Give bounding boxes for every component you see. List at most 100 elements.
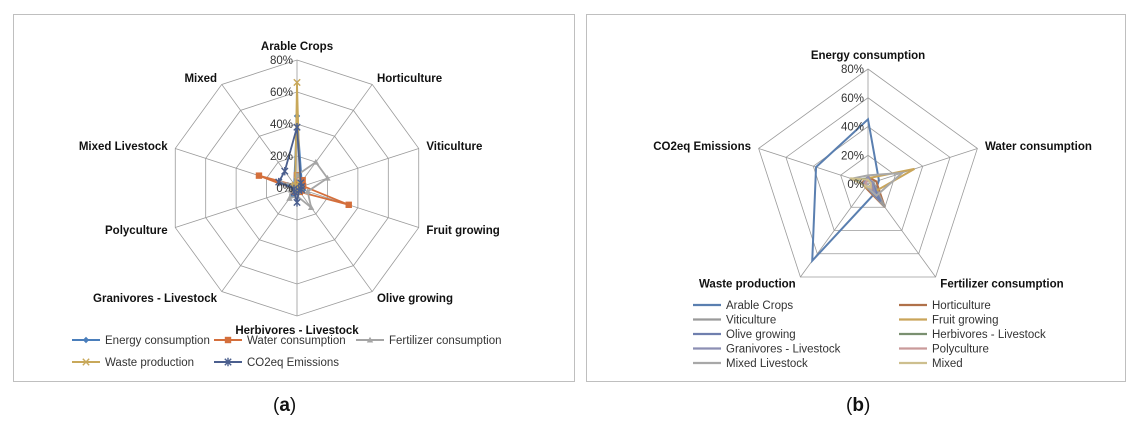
- grid-ring: [758, 68, 978, 278]
- grid-spoke: [296, 148, 419, 189]
- data-point-co2eq-emissions: [281, 166, 289, 176]
- grid-spoke: [175, 187, 298, 228]
- data-point-fertilizer-consumption: [286, 195, 293, 201]
- chart-panel-b: 0% 20% 40% 60% 80% Energy consumption Water co…: [586, 14, 1126, 382]
- legend-label: Arable Crops: [726, 300, 793, 312]
- grid: [174, 59, 420, 317]
- axis-label-olive-growing: Olive growing: [377, 293, 453, 305]
- legend-item-water-consumption: Water consumption: [214, 335, 346, 347]
- legend-label: Mixed Livestock: [726, 358, 808, 370]
- grid-spoke: [867, 148, 978, 185]
- tick-label: 40%: [841, 122, 864, 134]
- data-point-water-consumption: [255, 172, 263, 179]
- legend-item-granivores-livestock: Granivores - Livestock: [693, 344, 841, 356]
- legend-label: Mixed: [932, 358, 963, 370]
- radar-chart-b: 0% 20% 40% 60% 80% Energy consumption Water co…: [653, 50, 1092, 370]
- legend-item-mixed: Mixed: [899, 358, 963, 370]
- axis-label-herbivores-livestock: Herbivores - Livestock: [235, 325, 359, 337]
- grid-ring: [840, 154, 896, 208]
- grid-spoke: [221, 187, 298, 292]
- series-line-mixed: [849, 177, 872, 189]
- data-point-fertilizer-consumption: [324, 174, 331, 181]
- data-point-co2eq-emissions: [290, 184, 298, 194]
- legend-item-energy-consumption: Energy consumption: [72, 335, 210, 347]
- data-point-waste-production: [293, 78, 301, 87]
- legend-item-herbivores-livestock: Herbivores - Livestock: [899, 329, 1046, 341]
- grid-spoke: [175, 148, 298, 189]
- axis-label-fertilizer-consumption: Fertilizer consumption: [940, 279, 1063, 291]
- legend-item-co2eq-emissions: CO2eq Emissions: [214, 357, 339, 369]
- axis-label-polyculture: Polyculture: [105, 225, 168, 237]
- chart-panel-a: 0% 20% 40% 60% 80% Arable Crops Horticulture Vi…: [13, 14, 575, 382]
- grid-spoke: [296, 84, 373, 189]
- legend-label: CO2eq Emissions: [247, 357, 339, 369]
- axis-label-mixed: Mixed: [184, 73, 217, 85]
- data-point-water-consumption: [345, 201, 352, 209]
- legend-label: Fertilizer consumption: [389, 335, 501, 347]
- tick-label: 40%: [270, 119, 293, 131]
- tick-label: 80%: [841, 64, 864, 76]
- legend: Arable Crops Horticulture Viticulture Fruit…: [693, 300, 1046, 370]
- axis-label-fruit-growing: Fruit growing: [426, 225, 499, 237]
- legend-item-fruit-growing: Fruit growing: [899, 315, 998, 327]
- data-point-co2eq-emissions: [275, 177, 283, 187]
- legend-label: Olive growing: [726, 329, 796, 341]
- legend-item-polyculture: Polyculture: [899, 344, 989, 356]
- grid-ring: [785, 97, 951, 255]
- legend-label: Viticulture: [726, 315, 776, 327]
- data-point-co2eq-emissions: [293, 198, 301, 207]
- legend-item-waste-production: Waste production: [72, 357, 194, 369]
- axis-label-viticulture: Viticulture: [426, 141, 482, 153]
- series-mixed: [849, 177, 872, 189]
- legend-label: Horticulture: [932, 300, 991, 312]
- tick-label: 60%: [841, 93, 864, 105]
- tick-label: 20%: [270, 151, 293, 163]
- legend-label: Granivores - Livestock: [726, 344, 841, 356]
- axis-label-horticulture: Horticulture: [377, 73, 442, 85]
- legend-item-arable-crops: Arable Crops: [693, 300, 793, 312]
- series-line-arable-crops: [811, 117, 880, 264]
- tick-label: 0%: [276, 183, 293, 195]
- axis-label-waste-production: Waste production: [699, 279, 796, 291]
- axis-label-mixed-livestock: Mixed Livestock: [79, 141, 168, 153]
- radar-chart-a: 0% 20% 40% 60% 80% Arable Crops Horticulture Vi…: [72, 41, 501, 369]
- tick-label: 60%: [270, 87, 293, 99]
- tick-label: 20%: [841, 150, 864, 162]
- grid: [758, 68, 978, 278]
- caption-a: (a): [273, 395, 297, 416]
- series-co2eq-emissions: [275, 123, 306, 207]
- legend-label: Water consumption: [247, 335, 346, 347]
- grid-ring: [812, 126, 924, 231]
- axis-label-energy-consumption: Energy consumption: [811, 50, 925, 62]
- data-point-fertilizer-consumption: [307, 204, 315, 210]
- legend: Energy consumption Water consumption Ferti…: [72, 335, 501, 369]
- legend-item-fertilizer-consumption: Fertilizer consumption: [356, 335, 501, 347]
- axis-label-co2eq-emissions: CO2eq Emissions: [653, 141, 751, 153]
- legend-item-viticulture: Viticulture: [693, 315, 776, 327]
- axis-label-granivores-livestock: Granivores - Livestock: [93, 293, 218, 305]
- data-point-fertilizer-consumption: [312, 158, 320, 165]
- legend-label: Waste production: [105, 357, 194, 369]
- legend-marker: [224, 336, 232, 344]
- legend-marker: [82, 358, 90, 366]
- data-point-fertilizer-consumption: [304, 188, 311, 195]
- legend-item-horticulture: Horticulture: [899, 300, 991, 312]
- legend-marker: [366, 336, 374, 343]
- legend-label: Polyculture: [932, 344, 989, 356]
- legend-label: Fruit growing: [932, 315, 998, 327]
- legend-label: Energy consumption: [105, 335, 210, 347]
- grid-spoke: [296, 187, 419, 228]
- legend-marker: [82, 336, 90, 344]
- legend-label: Herbivores - Livestock: [932, 329, 1046, 341]
- legend-item-olive-growing: Olive growing: [693, 329, 796, 341]
- legend-item-mixed-livestock: Mixed Livestock: [693, 358, 808, 370]
- series-arable-crops: [811, 117, 880, 264]
- data-point-co2eq-emissions: [293, 123, 301, 132]
- tick-label: 0%: [847, 179, 864, 191]
- grid-spoke: [296, 187, 373, 292]
- legend-marker: [224, 357, 232, 367]
- tick-label: 80%: [270, 55, 293, 67]
- axis-label-arable-crops: Arable Crops: [261, 41, 333, 53]
- axis-label-water-consumption: Water consumption: [985, 141, 1092, 153]
- caption-b: (b): [846, 395, 871, 416]
